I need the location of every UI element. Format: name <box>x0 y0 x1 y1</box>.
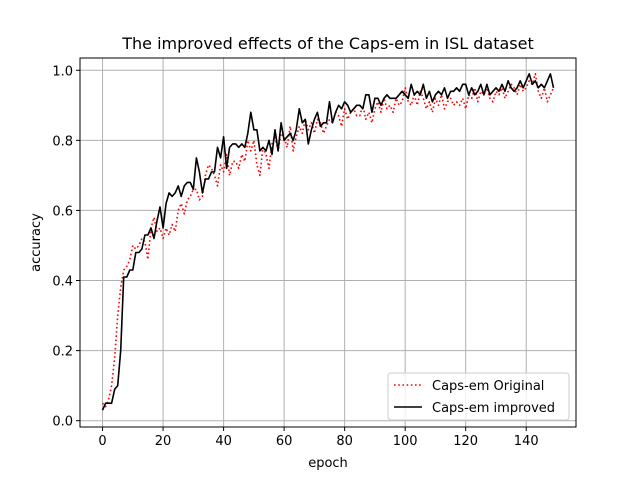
series-line-caps-em-improved <box>101 73 555 411</box>
y-axis-label: accuracy <box>29 213 44 272</box>
x-tick-label: 120 <box>453 434 478 449</box>
y-tick-label: 0.4 <box>52 275 73 290</box>
y-axis: 0.0 0.2 0.4 0.6 0.8 1.0 <box>52 64 80 430</box>
x-tick-label: 0 <box>98 434 106 449</box>
y-tick-label: 1.0 <box>52 64 73 79</box>
y-tick-label: 0.6 <box>52 204 73 219</box>
y-tick-label: 0.2 <box>52 345 73 360</box>
legend-label-caps-em-original: Caps-em Original <box>432 379 544 394</box>
legend: Caps-em Original Caps-em improved <box>387 372 570 421</box>
x-axis-label: epoch <box>308 456 348 471</box>
x-gridlines <box>102 58 527 427</box>
y-tick-label: 0.0 <box>52 415 73 430</box>
x-tick-label: 40 <box>215 434 232 449</box>
x-tick-label: 20 <box>155 434 172 449</box>
x-tick-label: 60 <box>276 434 293 449</box>
y-tick-label: 0.8 <box>52 134 73 149</box>
y-gridlines <box>80 69 576 422</box>
x-tick-label: 100 <box>393 434 418 449</box>
series-layer <box>101 73 555 411</box>
x-tick-label: 140 <box>514 434 539 449</box>
legend-box <box>387 372 570 421</box>
plot-frame <box>79 57 577 428</box>
series-line-caps-em-original <box>101 73 555 408</box>
chart-title: The improved effects of the Caps-em in I… <box>121 34 533 53</box>
legend-label-caps-em-improved: Caps-em improved <box>432 401 555 416</box>
x-axis: 0 20 40 60 80 100 120 140 <box>98 427 539 449</box>
x-tick-label: 80 <box>336 434 353 449</box>
